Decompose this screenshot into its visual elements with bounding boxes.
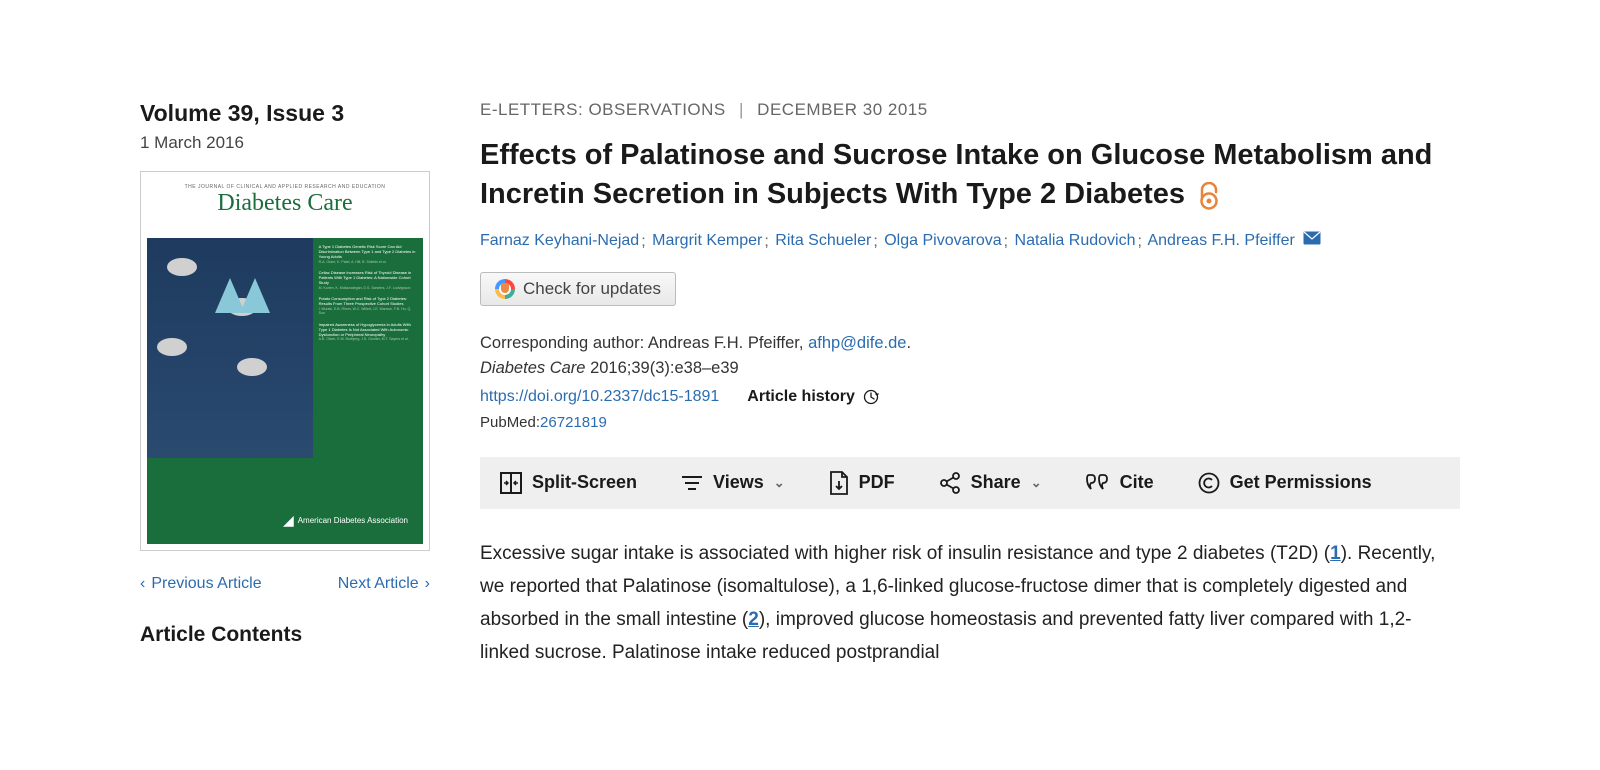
split-screen-icon [500,472,522,494]
sidebar: Volume 39, Issue 3 1 March 2016 THE JOUR… [140,100,430,670]
article-contents-heading: Article Contents [140,623,430,647]
author-link[interactable]: Olga Pivovarova [884,233,1001,250]
corresponding-author: Corresponding author: Andreas F.H. Pfeif… [480,334,1460,353]
article-meta: E-LETTERS: OBSERVATIONS | DECEMBER 30 20… [480,100,1460,120]
author-link[interactable]: Margrit Kemper [652,233,762,250]
cover-journal-name: Diabetes Care [157,190,413,217]
check-updates-button[interactable]: Check for updates [480,272,676,306]
article-section: E-LETTERS: OBSERVATIONS [480,100,726,119]
chevron-down-icon: ⌄ [1031,475,1042,491]
article-main: E-LETTERS: OBSERVATIONS | DECEMBER 30 20… [480,100,1460,670]
author-link[interactable]: Natalia Rudovich [1015,233,1136,250]
history-icon [863,389,879,405]
pdf-button[interactable]: PDF [829,471,895,495]
open-access-icon [1198,182,1220,215]
article-body: Excessive sugar intake is associated wit… [480,537,1460,670]
share-icon [939,472,961,494]
check-updates-label: Check for updates [523,279,661,299]
volume-date: 1 March 2016 [140,133,430,153]
corresponding-email-link[interactable]: afhp@dife.de [808,334,906,352]
crossmark-icon [495,279,515,299]
doi-row: https://doi.org/10.2337/dc15-1891 Articl… [480,388,1460,406]
cover-highlights: A Type 1 Diabetes Genetic Risk Score Can… [313,238,423,458]
pubmed: PubMed:26721819 [480,414,1460,431]
reference-link[interactable]: 1 [1330,543,1341,564]
split-screen-button[interactable]: Split-Screen [500,472,637,494]
chevron-left-icon: ‹ [140,575,145,593]
mail-icon[interactable] [1303,229,1321,253]
citation: Diabetes Care 2016;39(3):e38–e39 [480,359,1460,378]
cite-icon [1086,473,1110,493]
article-nav: ‹ Previous Article Next Article › [140,575,430,593]
cite-button[interactable]: Cite [1086,472,1154,493]
article-date: DECEMBER 30 2015 [757,100,928,119]
article-title: Effects of Palatinose and Sucrose Intake… [480,139,1432,210]
chevron-down-icon: ⌄ [774,475,785,491]
author-link[interactable]: Andreas F.H. Pfeiffer [1147,233,1294,250]
page-container: Volume 39, Issue 3 1 March 2016 THE JOUR… [0,0,1600,670]
cover-header: THE JOURNAL OF CLINICAL AND APPLIED RESE… [147,178,423,238]
authors: Farnaz Keyhani-Nejad; Margrit Kemper; Ri… [480,229,1460,253]
reference-link[interactable]: 2 [748,609,759,630]
title-row: Effects of Palatinose and Sucrose Intake… [480,136,1460,215]
cover-highlight: A Type 1 Diabetes Genetic Risk Score Can… [319,244,417,264]
copyright-icon [1198,472,1220,494]
share-button[interactable]: Share ⌄ [939,472,1042,494]
meta-divider: | [739,100,744,119]
article-history-button[interactable]: Article history [747,388,879,406]
views-button[interactable]: Views ⌄ [681,472,785,493]
publisher-logo: American Diabetes Association [283,512,408,529]
permissions-button[interactable]: Get Permissions [1198,472,1372,494]
chevron-right-icon: › [425,575,430,593]
cover-art [147,238,313,458]
journal-cover[interactable]: THE JOURNAL OF CLINICAL AND APPLIED RESE… [140,171,430,551]
volume-title: Volume 39, Issue 3 [140,100,430,127]
doi-link[interactable]: https://doi.org/10.2337/dc15-1891 [480,388,719,406]
cover-highlight: Celiac Disease Increases Risk of Thyroid… [319,270,417,290]
next-article-link[interactable]: Next Article › [338,575,430,593]
views-icon [681,475,703,491]
cover-highlight: Impaired Awareness of Hypoglycemia in Ad… [319,322,417,342]
previous-article-link[interactable]: ‹ Previous Article [140,575,262,593]
pdf-icon [829,471,849,495]
article-toolbar: Split-Screen Views ⌄ PDF Share ⌄ Cite [480,457,1460,509]
cover-inner: THE JOURNAL OF CLINICAL AND APPLIED RESE… [147,178,423,544]
author-link[interactable]: Rita Schueler [775,233,871,250]
cover-highlight: Potato Consumption and Risk of Type 2 Di… [319,296,417,315]
author-link[interactable]: Farnaz Keyhani-Nejad [480,233,639,250]
pubmed-link[interactable]: 26721819 [540,414,607,431]
